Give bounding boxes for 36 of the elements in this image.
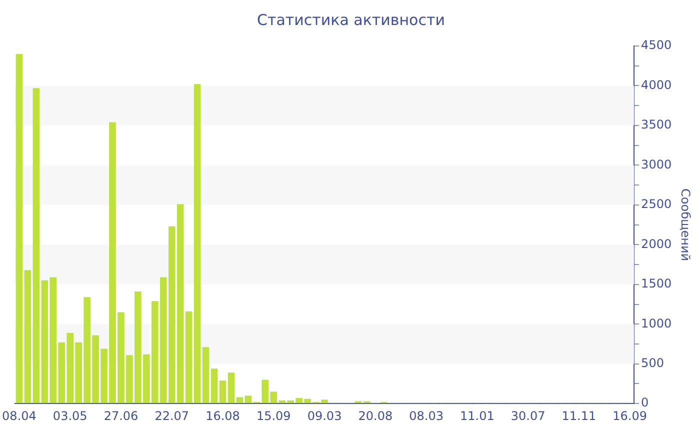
- y-tick-label: 3000: [641, 157, 672, 172]
- y-tick-label: 4000: [641, 78, 672, 92]
- x-tick-label: 16.08: [206, 408, 240, 423]
- y-tick-label: 500: [641, 356, 664, 370]
- x-tick-label: 03.05: [52, 408, 88, 423]
- bar: [16, 54, 23, 404]
- chart-title: Статистика активности: [257, 10, 445, 29]
- y-tick-label: 4500: [641, 38, 672, 52]
- bar: [210, 368, 218, 404]
- x-tick-label: 27.06: [104, 408, 138, 423]
- bar: [236, 397, 244, 404]
- x-tick-label: 11.01: [460, 408, 494, 423]
- x-tick-label: 08.04: [2, 408, 36, 423]
- bar: [185, 311, 192, 404]
- bar: [219, 380, 226, 404]
- y-axis-title: Сообщений: [678, 188, 693, 262]
- y-tick-label: 2500: [641, 197, 672, 212]
- bar: [228, 372, 235, 404]
- y-tick-label: 2000: [641, 236, 672, 251]
- y-tick-label: 3500: [641, 118, 672, 132]
- x-tick-label: 22.07: [154, 408, 190, 423]
- x-tick-label: 09.03: [307, 408, 342, 423]
- x-tick-label: 30.07: [510, 408, 546, 423]
- bar: [202, 347, 210, 404]
- bar: [194, 84, 201, 404]
- x-tick-label: 11.11: [562, 408, 596, 423]
- y-tick-label: 0: [641, 396, 649, 410]
- y-tick-label: 1500: [641, 276, 672, 291]
- bar: [32, 88, 40, 404]
- x-tick-label: 15.09: [256, 408, 291, 423]
- x-tick-label: 16.09: [612, 408, 647, 423]
- bar: [24, 270, 32, 404]
- x-tick-label: 08.03: [409, 408, 444, 423]
- bar: [244, 396, 252, 404]
- y-tick-label: 1000: [641, 316, 672, 330]
- x-tick-label: 20.08: [358, 408, 393, 423]
